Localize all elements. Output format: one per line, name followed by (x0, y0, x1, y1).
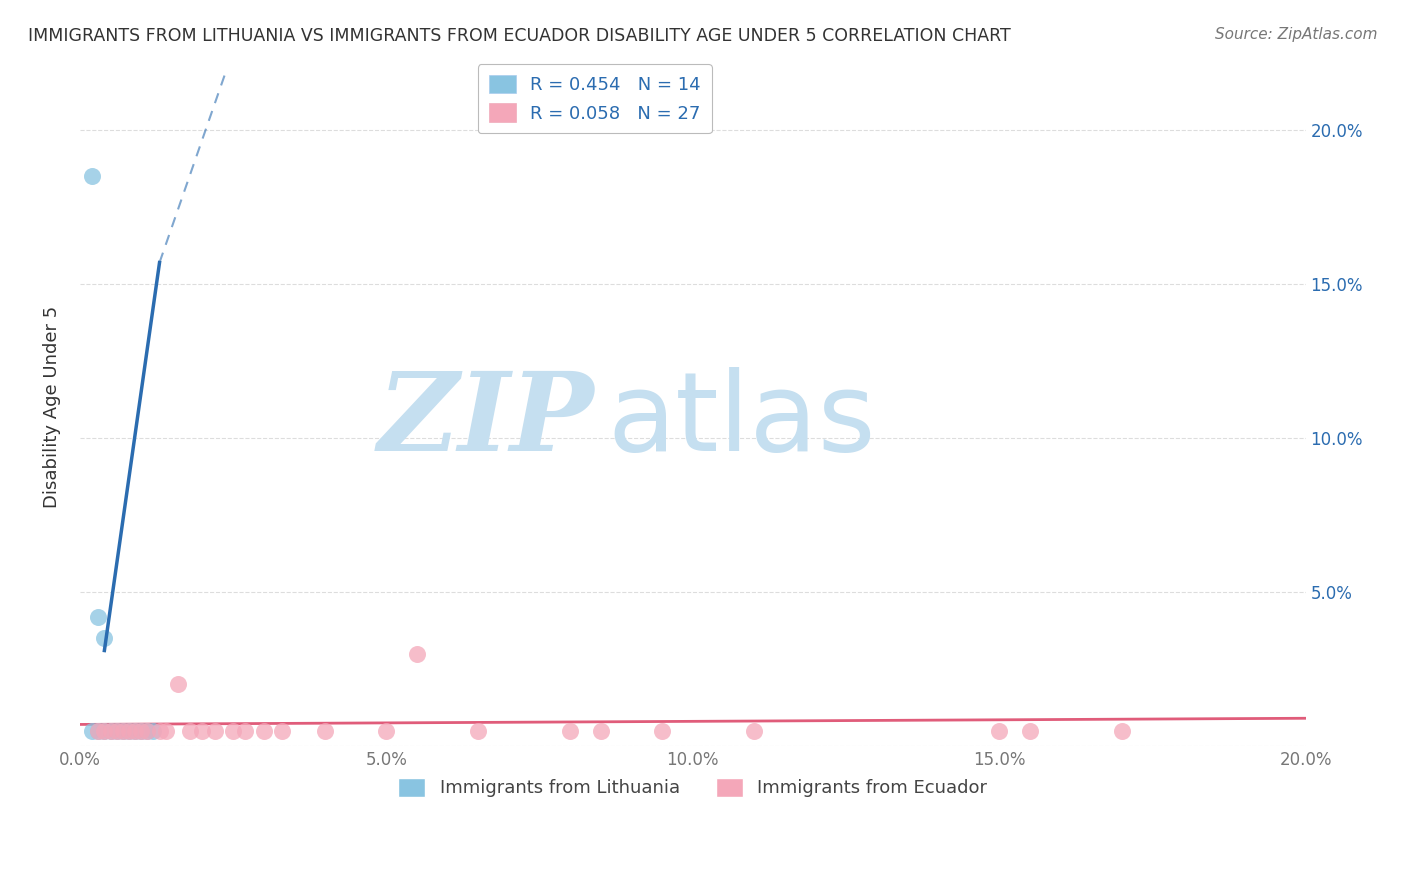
Point (375, 723, 398, 738)
Text: atlas: atlas (607, 368, 876, 475)
Point (118, 723, 141, 738)
Point (93, 631, 115, 645)
Point (124, 723, 146, 738)
Point (142, 723, 165, 738)
Point (406, 647, 429, 661)
Point (988, 723, 1011, 738)
Text: Source: ZipAtlas.com: Source: ZipAtlas.com (1215, 27, 1378, 42)
Point (82, 723, 104, 738)
Point (93, 723, 115, 738)
Point (111, 723, 134, 738)
Point (742, 723, 765, 738)
Point (129, 723, 152, 738)
Text: ZIP: ZIP (378, 367, 595, 475)
Point (467, 723, 489, 738)
Point (314, 723, 336, 738)
Point (111, 723, 134, 738)
Point (1111, 723, 1133, 738)
Point (155, 723, 177, 738)
Point (558, 723, 581, 738)
Point (100, 723, 122, 738)
Point (233, 723, 256, 738)
Point (191, 723, 214, 738)
Point (136, 723, 159, 738)
Point (82, 169, 104, 184)
Text: IMMIGRANTS FROM LITHUANIA VS IMMIGRANTS FROM ECUADOR DISABILITY AGE UNDER 5 CORR: IMMIGRANTS FROM LITHUANIA VS IMMIGRANTS … (28, 27, 1011, 45)
Point (167, 677, 190, 691)
Point (204, 723, 226, 738)
Point (105, 723, 128, 738)
Point (105, 723, 128, 738)
Point (93, 723, 115, 738)
Point (124, 723, 146, 738)
Point (1018, 723, 1040, 738)
Point (253, 723, 276, 738)
Y-axis label: Disability Age Under 5: Disability Age Under 5 (44, 306, 60, 508)
Point (222, 723, 245, 738)
Point (179, 723, 201, 738)
Point (589, 723, 612, 738)
Point (136, 723, 159, 738)
Point (118, 723, 141, 738)
Point (87, 723, 110, 738)
Legend: Immigrants from Lithuania, Immigrants from Ecuador: Immigrants from Lithuania, Immigrants fr… (391, 771, 994, 805)
Point (87, 609, 110, 624)
Point (148, 723, 170, 738)
Point (271, 723, 294, 738)
Point (87, 723, 110, 738)
Point (651, 723, 673, 738)
Point (129, 723, 152, 738)
Point (100, 723, 122, 738)
